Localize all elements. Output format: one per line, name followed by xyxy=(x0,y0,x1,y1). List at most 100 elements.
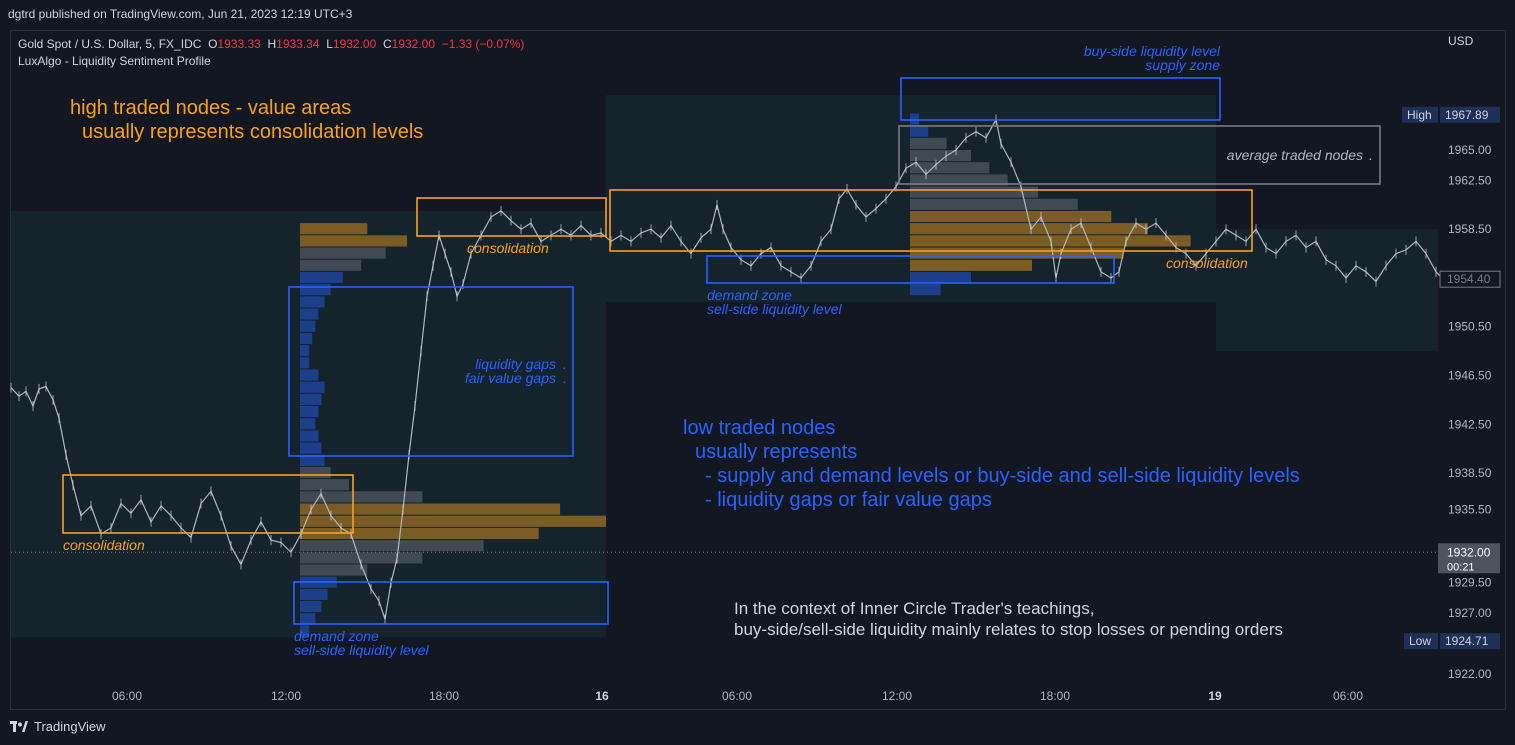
demand-zone-label: demand zone xyxy=(707,287,792,303)
countdown-timer: 00:21 xyxy=(1447,561,1475,573)
profile-zone-bg xyxy=(11,210,296,638)
y-tick-label: 1935.50 xyxy=(1448,503,1492,517)
demand-zone-box xyxy=(293,581,609,625)
profile-bin xyxy=(300,527,539,540)
demand-zone-box xyxy=(706,255,1115,284)
profile-bin xyxy=(300,296,325,308)
footer-brand[interactable]: TradingView xyxy=(34,719,106,734)
footer: TradingView xyxy=(10,719,106,734)
profile-bin xyxy=(910,223,1148,235)
last-price-marker-bg xyxy=(1439,270,1501,288)
x-tick-label: 12:00 xyxy=(882,689,912,703)
sell-side-label: sell-side liquidity level xyxy=(707,301,843,317)
consolidation-box xyxy=(62,474,354,534)
open-value: 1933.33 xyxy=(217,37,261,51)
profile-bin xyxy=(300,357,310,369)
close-label: C xyxy=(382,37,392,51)
low-nodes-subtitle: usually represents xyxy=(695,441,857,463)
y-tick-label: 1942.50 xyxy=(1448,417,1492,431)
x-tick-label: 06:00 xyxy=(112,689,142,703)
indicator-name[interactable]: LuxAlgo - Liquidity Sentiment Profile xyxy=(18,54,211,68)
dot-marker: . xyxy=(563,356,567,372)
profile-bin xyxy=(910,284,941,296)
y-tick-label: 1929.50 xyxy=(1448,576,1492,590)
supply-zone-label: supply zone xyxy=(1145,57,1220,73)
profile-bin xyxy=(300,479,349,491)
profile-bin xyxy=(300,223,368,235)
change-value: −1.33 (−0.07%) xyxy=(441,37,525,51)
average-nodes-box xyxy=(898,125,1381,185)
low-nodes-bullet-2: - liquidity gaps or fair value gaps xyxy=(705,489,992,511)
low-marker-value: 1924.71 xyxy=(1445,634,1489,648)
high-value: 1933.34 xyxy=(276,37,320,51)
y-tick-label: 1962.50 xyxy=(1448,173,1492,187)
x-tick-label: 06:00 xyxy=(722,689,752,703)
last-price-marker: 1954.40 xyxy=(1447,272,1491,286)
low-nodes-title: low traded nodes xyxy=(683,417,835,439)
current-price-marker: 1932.00 xyxy=(1447,545,1491,559)
profile-bin xyxy=(910,259,1032,271)
consolidation-label: consolidation xyxy=(63,537,145,553)
current-price-marker-bg xyxy=(1438,543,1500,574)
profile-bin xyxy=(910,271,971,284)
profile-bin xyxy=(300,247,386,259)
profile-bin xyxy=(910,198,1078,210)
profile-bin xyxy=(910,174,1008,186)
profile-bin xyxy=(300,381,325,393)
profile-bin xyxy=(910,247,1124,259)
low-nodes-bullet-1: - supply and demand levels or buy-side a… xyxy=(705,465,1300,487)
symbol-name[interactable]: Gold Spot / U.S. Dollar, 5, FX_IDC xyxy=(18,37,202,51)
high-nodes-title: high traded nodes - value areas xyxy=(70,97,351,119)
y-tick-label: 1927.00 xyxy=(1448,606,1492,620)
x-tick-label: 18:00 xyxy=(429,689,459,703)
high-marker-label-bg xyxy=(1402,106,1438,123)
low-marker-label: Low xyxy=(1409,634,1431,648)
chart-frame[interactable] xyxy=(10,30,1506,710)
profile-bin xyxy=(910,113,920,125)
x-tick-label: 16 xyxy=(595,689,609,703)
profile-bin xyxy=(300,466,331,479)
x-tick-label: 12:00 xyxy=(271,689,301,703)
profile-bin xyxy=(300,259,362,271)
profile-bin xyxy=(910,186,1039,198)
profile-bin xyxy=(300,454,325,466)
x-tick-label: 19 xyxy=(1208,689,1222,703)
tradingview-logo-icon xyxy=(10,720,28,732)
profile-bin xyxy=(300,393,322,405)
profile-bin xyxy=(300,503,561,515)
y-tick-label: 1965.00 xyxy=(1448,143,1492,157)
demand-zone-label: demand zone xyxy=(294,628,379,644)
consolidation-box xyxy=(609,189,1253,252)
profile-bin xyxy=(910,162,990,174)
profile-bin xyxy=(300,235,408,247)
low-value: 1932.00 xyxy=(332,37,377,51)
y-tick-label: 1958.50 xyxy=(1448,222,1492,236)
ict-note-line-2: buy-side/sell-side liquidity mainly rela… xyxy=(734,620,1283,639)
x-tick-label: 06:00 xyxy=(1333,689,1363,703)
profile-bin xyxy=(300,442,322,454)
profile-zone-bg xyxy=(1216,229,1438,352)
high-label: H xyxy=(267,37,277,51)
profile-bin xyxy=(300,418,316,430)
profile-bin xyxy=(910,137,947,149)
average-nodes-label: average traded nodes xyxy=(1227,147,1363,163)
x-tick-label: 18:00 xyxy=(1040,689,1070,703)
supply-zone-box xyxy=(900,77,1221,121)
profile-bin xyxy=(910,210,1112,223)
liquidity-gaps-box xyxy=(288,286,574,457)
profile-bin xyxy=(300,515,606,527)
profile-zone-bg xyxy=(296,210,606,638)
profile-bin xyxy=(300,308,319,320)
dot-marker: . xyxy=(1369,147,1373,163)
y-tick-label: 1950.50 xyxy=(1448,320,1492,334)
high-marker-value: 1967.89 xyxy=(1445,108,1489,122)
profile-bin xyxy=(300,588,328,601)
consolidation-label: consolidation xyxy=(467,240,549,256)
high-marker-value-bg xyxy=(1440,106,1500,123)
y-tick-label: 1946.50 xyxy=(1448,369,1492,383)
dot-marker: . xyxy=(563,370,567,386)
profile-bin xyxy=(910,149,971,162)
profile-bin xyxy=(300,284,331,296)
profile-bin xyxy=(300,491,423,503)
